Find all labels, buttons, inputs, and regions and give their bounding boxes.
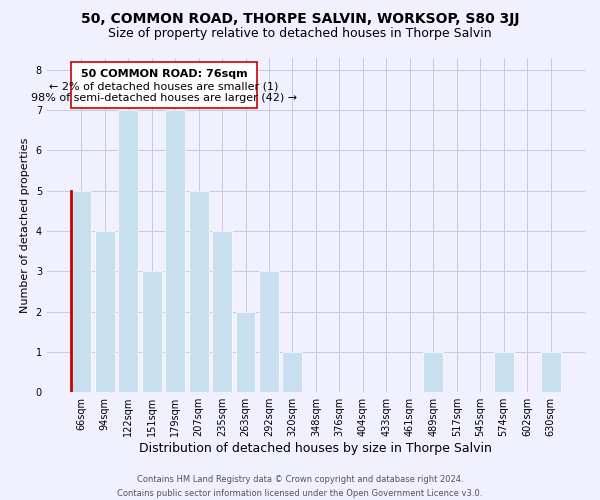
Bar	[118, 110, 138, 392]
Bar	[283, 352, 302, 392]
Text: 98% of semi-detached houses are larger (42) →: 98% of semi-detached houses are larger (…	[31, 93, 297, 103]
Bar	[212, 231, 232, 392]
Text: Size of property relative to detached houses in Thorpe Salvin: Size of property relative to detached ho…	[108, 28, 492, 40]
X-axis label: Distribution of detached houses by size in Thorpe Salvin: Distribution of detached houses by size …	[139, 442, 493, 455]
Bar	[71, 190, 91, 392]
Text: Contains HM Land Registry data © Crown copyright and database right 2024.
Contai: Contains HM Land Registry data © Crown c…	[118, 476, 482, 498]
Y-axis label: Number of detached properties: Number of detached properties	[20, 137, 30, 312]
Bar	[541, 352, 560, 392]
FancyBboxPatch shape	[71, 62, 257, 108]
Bar	[423, 352, 443, 392]
Text: ← 2% of detached houses are smaller (1): ← 2% of detached houses are smaller (1)	[49, 81, 278, 91]
Text: 50 COMMON ROAD: 76sqm: 50 COMMON ROAD: 76sqm	[80, 68, 247, 78]
Bar	[236, 312, 256, 392]
Bar	[95, 231, 115, 392]
Bar	[142, 271, 161, 392]
Bar	[165, 110, 185, 392]
Bar	[188, 190, 209, 392]
Bar	[494, 352, 514, 392]
Text: 50, COMMON ROAD, THORPE SALVIN, WORKSOP, S80 3JJ: 50, COMMON ROAD, THORPE SALVIN, WORKSOP,…	[81, 12, 519, 26]
Bar	[259, 271, 279, 392]
